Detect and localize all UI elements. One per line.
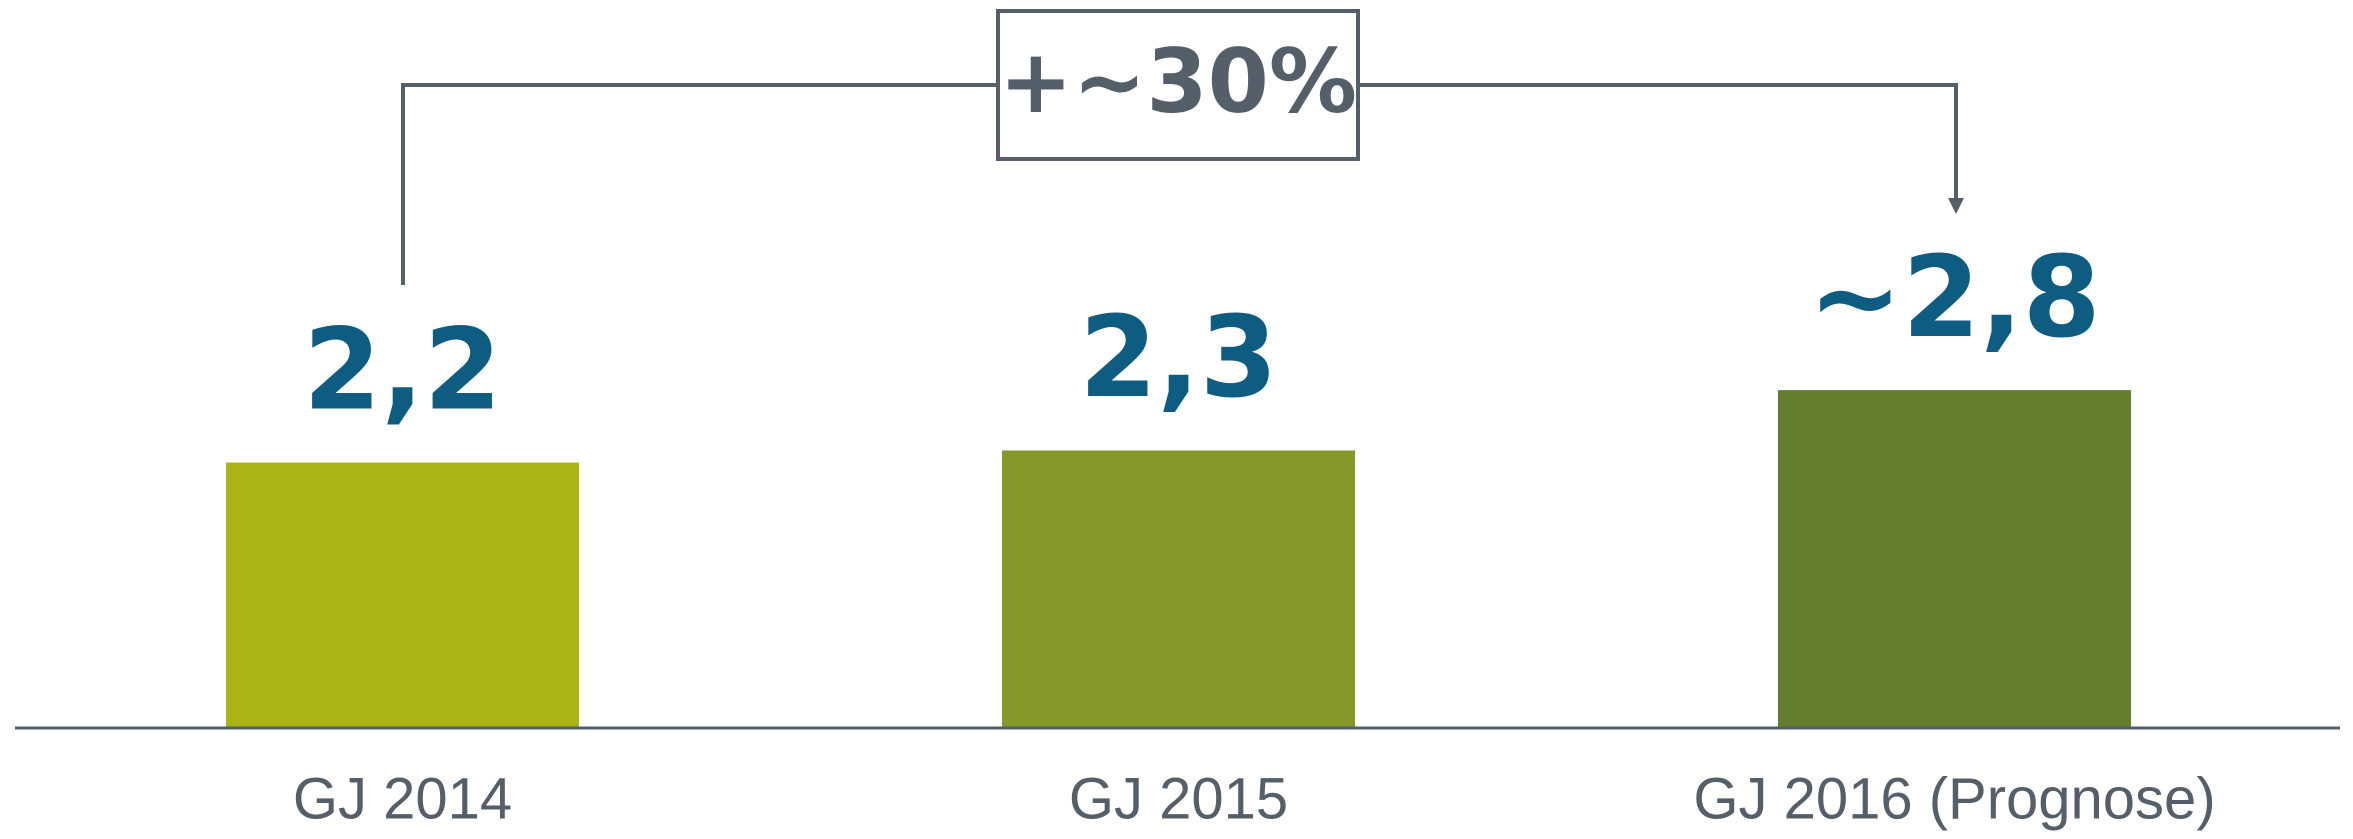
value-label: 2,2	[303, 305, 501, 435]
x-tick-label: GJ 2014	[293, 766, 512, 831]
bracket-line	[401, 83, 998, 285]
arrow-head	[1948, 198, 1964, 214]
x-tick-label: GJ 2015	[1069, 766, 1288, 831]
growth-bracket	[401, 83, 1958, 285]
bar	[1777, 390, 2132, 728]
x-tick-label: GJ 2016 (Prognose)	[1693, 766, 2215, 831]
bar	[1001, 450, 1356, 728]
bracket-line	[1358, 83, 1958, 200]
annotation: +~30%	[999, 30, 1357, 133]
value-label: 2,3	[1079, 293, 1277, 423]
value-label: ~2,8	[1808, 233, 2100, 363]
annotation-box	[996, 9, 1360, 161]
bar	[225, 462, 580, 728]
